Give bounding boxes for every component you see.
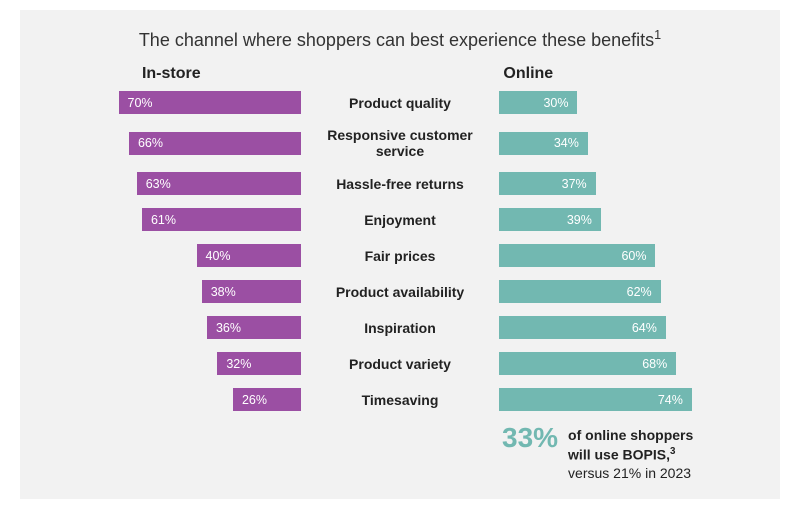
bar-area-left: 26%	[42, 388, 301, 411]
bar-in-store: 61%	[142, 208, 301, 231]
chart-row: 66% Responsive customer service 34%	[42, 127, 758, 159]
chart-title: The channel where shoppers can best expe…	[42, 28, 758, 51]
chart-row: 26% Timesaving 74%	[42, 388, 758, 411]
bar-area-right: 34%	[499, 132, 758, 155]
bar-value-label: 37%	[562, 177, 587, 191]
bar-in-store: 63%	[137, 172, 301, 195]
bar-value-label: 61%	[151, 213, 176, 227]
category-label: Timesaving	[301, 392, 500, 408]
bar-in-store: 40%	[197, 244, 301, 267]
bar-value-label: 36%	[216, 321, 241, 335]
bar-in-store: 70%	[119, 91, 301, 114]
bar-area-left: 61%	[42, 208, 301, 231]
footnote-line3: versus 21% in 2023	[568, 465, 691, 481]
category-label: Product quality	[301, 95, 500, 111]
bar-online: 74%	[499, 388, 691, 411]
bar-area-left: 32%	[42, 352, 301, 375]
chart-row: 32% Product variety 68%	[42, 352, 758, 375]
bar-online: 68%	[499, 352, 676, 375]
chart-row: 70% Product quality 30%	[42, 91, 758, 114]
bar-area-right: 60%	[499, 244, 758, 267]
bar-in-store: 66%	[129, 132, 301, 155]
footnote-percent: 33%	[502, 424, 558, 452]
category-label: Inspiration	[301, 320, 500, 336]
footnote-line2-sup: 3	[670, 446, 675, 457]
bar-value-label: 34%	[554, 136, 579, 150]
bar-value-label: 60%	[621, 249, 646, 263]
bar-area-left: 36%	[42, 316, 301, 339]
chart-row: 61% Enjoyment 39%	[42, 208, 758, 231]
bar-area-right: 64%	[499, 316, 758, 339]
header-online: Online	[499, 65, 758, 83]
category-label: Hassle-free returns	[301, 176, 500, 192]
category-label: Product variety	[301, 356, 500, 372]
bar-value-label: 74%	[658, 393, 683, 407]
category-label: Enjoyment	[301, 212, 500, 228]
bar-area-left: 38%	[42, 280, 301, 303]
bar-value-label: 68%	[642, 357, 667, 371]
bar-area-right: 30%	[499, 91, 758, 114]
bar-value-label: 66%	[138, 136, 163, 150]
bar-area-right: 39%	[499, 208, 758, 231]
bar-in-store: 32%	[217, 352, 300, 375]
category-label: Product availability	[301, 284, 500, 300]
chart-rows: 70% Product quality 30% 66% Responsive custo…	[42, 91, 758, 411]
footnote-text: of online shoppers will use BOPIS,3 vers…	[568, 424, 693, 483]
bar-area-left: 40%	[42, 244, 301, 267]
header-spacer	[301, 65, 500, 83]
bar-area-left: 63%	[42, 172, 301, 195]
chart-row: 36% Inspiration 64%	[42, 316, 758, 339]
chart-title-text: The channel where shoppers can best expe…	[139, 30, 654, 50]
bar-value-label: 32%	[226, 357, 251, 371]
bar-online: 39%	[499, 208, 600, 231]
bar-area-left: 70%	[42, 91, 301, 114]
bar-value-label: 38%	[211, 285, 236, 299]
bar-area-right: 37%	[499, 172, 758, 195]
bar-online: 60%	[499, 244, 655, 267]
bar-value-label: 39%	[567, 213, 592, 227]
chart-row: 38% Product availability 62%	[42, 280, 758, 303]
bar-online: 37%	[499, 172, 595, 195]
bar-value-label: 70%	[128, 96, 153, 110]
bar-value-label: 26%	[242, 393, 267, 407]
bar-value-label: 62%	[627, 285, 652, 299]
bar-online: 62%	[499, 280, 660, 303]
bar-area-right: 68%	[499, 352, 758, 375]
bar-in-store: 36%	[207, 316, 301, 339]
bar-value-label: 40%	[206, 249, 231, 263]
chart-container: The channel where shoppers can best expe…	[20, 10, 780, 499]
header-in-store: In-store	[42, 65, 301, 83]
bar-online: 30%	[499, 91, 577, 114]
category-label: Fair prices	[301, 248, 500, 264]
bar-in-store: 26%	[233, 388, 301, 411]
bar-value-label: 64%	[632, 321, 657, 335]
category-label: Responsive customer service	[301, 127, 500, 159]
bar-area-right: 62%	[499, 280, 758, 303]
bar-value-label: 63%	[146, 177, 171, 191]
chart-title-sup: 1	[654, 28, 661, 42]
bar-online: 34%	[499, 132, 587, 155]
chart-row: 63% Hassle-free returns 37%	[42, 172, 758, 195]
bar-area-right: 74%	[499, 388, 758, 411]
bar-online: 64%	[499, 316, 665, 339]
footnote: 33% of online shoppers will use BOPIS,3 …	[502, 424, 758, 483]
footnote-line1: of online shoppers	[568, 427, 693, 443]
bar-in-store: 38%	[202, 280, 301, 303]
chart-row: 40% Fair prices 60%	[42, 244, 758, 267]
footnote-line2: will use BOPIS,	[568, 447, 670, 463]
column-headers: In-store Online	[42, 65, 758, 83]
bar-value-label: 30%	[543, 96, 568, 110]
bar-area-left: 66%	[42, 132, 301, 155]
